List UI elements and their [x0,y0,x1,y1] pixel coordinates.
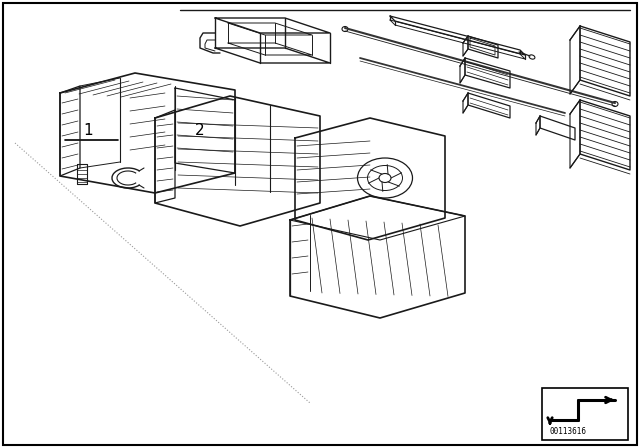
Ellipse shape [612,102,618,107]
Text: 2: 2 [195,122,205,138]
Text: 1: 1 [83,122,93,138]
Text: 00113616: 00113616 [550,427,587,436]
Ellipse shape [342,26,348,31]
Bar [542,388,628,440]
Ellipse shape [529,55,535,59]
